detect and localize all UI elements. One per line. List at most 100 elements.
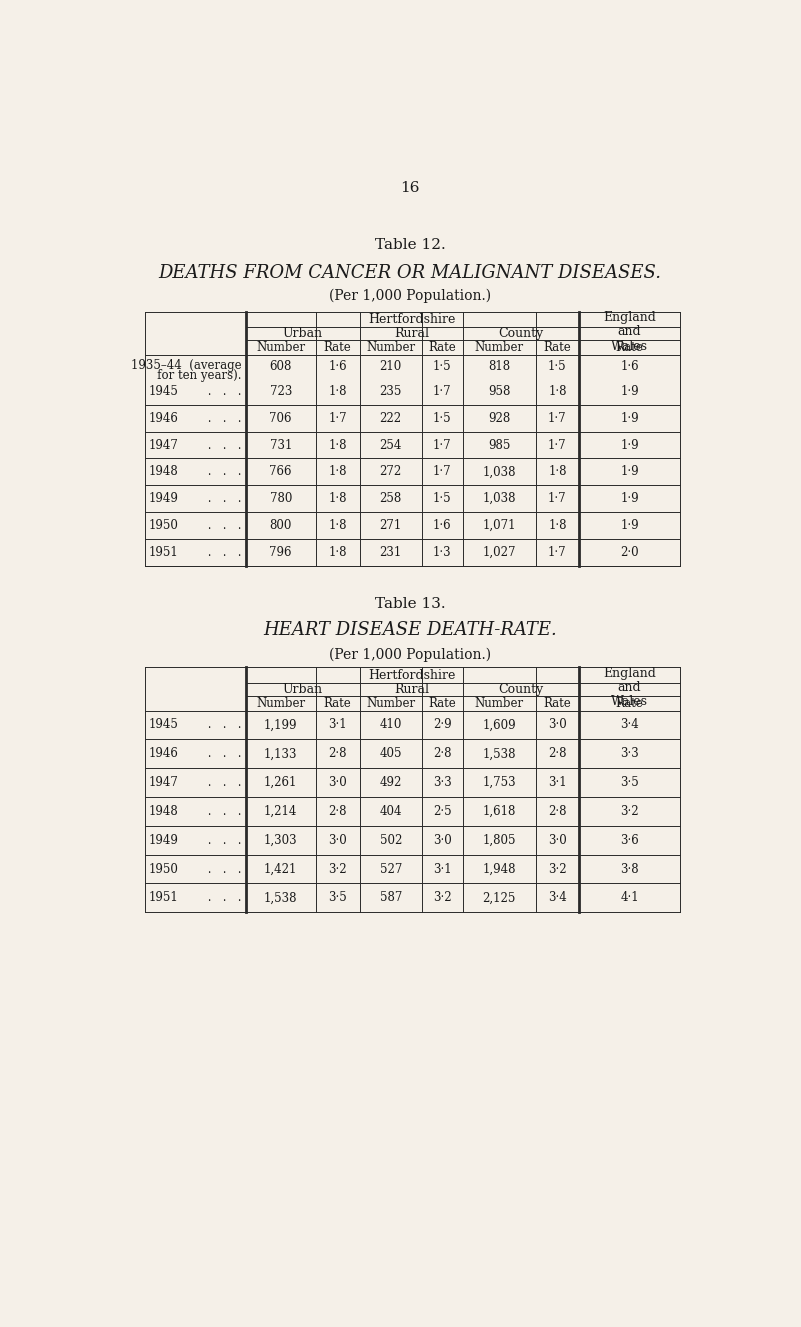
Text: Rate: Rate xyxy=(429,697,456,710)
Text: (Per 1,000 Population.): (Per 1,000 Population.) xyxy=(329,648,491,662)
Text: 1·7: 1·7 xyxy=(433,385,452,398)
Text: 231: 231 xyxy=(380,545,402,559)
Text: 1·7: 1·7 xyxy=(548,492,566,506)
Text: 502: 502 xyxy=(380,833,402,847)
Text: 1·3: 1·3 xyxy=(433,545,452,559)
Text: 235: 235 xyxy=(380,385,402,398)
Text: 1,027: 1,027 xyxy=(482,545,516,559)
Text: 1948: 1948 xyxy=(148,466,178,478)
Text: Rate: Rate xyxy=(324,697,352,710)
Text: County: County xyxy=(498,328,544,340)
Text: 1951: 1951 xyxy=(148,892,178,905)
Text: 2·8: 2·8 xyxy=(548,747,566,760)
Text: 2,125: 2,125 xyxy=(482,892,516,905)
Text: County: County xyxy=(498,683,544,695)
Text: 405: 405 xyxy=(380,747,402,760)
Text: 271: 271 xyxy=(380,519,402,532)
Text: and: and xyxy=(618,681,642,694)
Text: 1935–44  (average: 1935–44 (average xyxy=(131,360,241,373)
Text: (Per 1,000 Population.): (Per 1,000 Population.) xyxy=(329,289,491,304)
Text: 766: 766 xyxy=(269,466,292,478)
Text: Table 12.: Table 12. xyxy=(375,239,445,252)
Text: 3·4: 3·4 xyxy=(548,892,567,905)
Text: Rate: Rate xyxy=(544,697,571,710)
Text: 1·7: 1·7 xyxy=(433,438,452,451)
Text: 3·0: 3·0 xyxy=(433,833,452,847)
Text: Rate: Rate xyxy=(616,341,643,354)
Text: .   .   .: . . . xyxy=(203,466,241,478)
Text: 3·1: 3·1 xyxy=(328,718,347,731)
Text: .   .   .: . . . xyxy=(203,545,241,559)
Text: .   .   .: . . . xyxy=(203,492,241,506)
Text: HEART DISEASE DEATH-RATE.: HEART DISEASE DEATH-RATE. xyxy=(264,621,557,640)
Text: .   .   .: . . . xyxy=(203,519,241,532)
Text: 2·8: 2·8 xyxy=(433,747,452,760)
Text: 3·8: 3·8 xyxy=(620,863,638,876)
Text: 492: 492 xyxy=(380,776,402,790)
Text: 1·8: 1·8 xyxy=(328,466,347,478)
Text: 1,753: 1,753 xyxy=(482,776,516,790)
Text: 1949: 1949 xyxy=(148,833,178,847)
Text: 1·8: 1·8 xyxy=(328,438,347,451)
Text: 3·3: 3·3 xyxy=(620,747,639,760)
Text: 1,261: 1,261 xyxy=(264,776,297,790)
Text: 1·7: 1·7 xyxy=(548,545,566,559)
Text: 2·5: 2·5 xyxy=(433,805,452,817)
Text: 1,038: 1,038 xyxy=(482,492,516,506)
Text: Urban: Urban xyxy=(283,328,323,340)
Text: Rate: Rate xyxy=(544,341,571,354)
Text: 1·6: 1·6 xyxy=(620,360,638,373)
Text: Number: Number xyxy=(475,341,524,354)
Text: 1949: 1949 xyxy=(148,492,178,506)
Text: Number: Number xyxy=(256,341,305,354)
Text: 3·1: 3·1 xyxy=(433,863,452,876)
Text: Number: Number xyxy=(475,697,524,710)
Text: 1·9: 1·9 xyxy=(620,385,638,398)
Text: 1948: 1948 xyxy=(148,805,178,817)
Text: England: England xyxy=(603,666,656,679)
Text: .   .   .: . . . xyxy=(203,805,241,817)
Text: 210: 210 xyxy=(380,360,402,373)
Text: 800: 800 xyxy=(269,519,292,532)
Text: 3·2: 3·2 xyxy=(433,892,452,905)
Text: 1947: 1947 xyxy=(148,776,178,790)
Text: 587: 587 xyxy=(380,892,402,905)
Text: 1·7: 1·7 xyxy=(548,411,566,425)
Text: 1945: 1945 xyxy=(148,385,178,398)
Text: 1·9: 1·9 xyxy=(620,466,638,478)
Text: 1951: 1951 xyxy=(148,545,178,559)
Text: 1·8: 1·8 xyxy=(328,385,347,398)
Text: 527: 527 xyxy=(380,863,402,876)
Text: 2·0: 2·0 xyxy=(620,545,638,559)
Text: 958: 958 xyxy=(488,385,510,398)
Text: 1·7: 1·7 xyxy=(328,411,347,425)
Text: 1,948: 1,948 xyxy=(482,863,516,876)
Text: 3·2: 3·2 xyxy=(548,863,566,876)
Text: 4·1: 4·1 xyxy=(620,892,638,905)
Text: 222: 222 xyxy=(380,411,402,425)
Text: 1·8: 1·8 xyxy=(328,545,347,559)
Text: 731: 731 xyxy=(269,438,292,451)
Text: 1950: 1950 xyxy=(148,863,178,876)
Text: .   .   .: . . . xyxy=(203,776,241,790)
Text: 3·4: 3·4 xyxy=(620,718,639,731)
Text: 1·8: 1·8 xyxy=(548,466,566,478)
Text: Hertfordshire: Hertfordshire xyxy=(368,669,456,682)
Text: England: England xyxy=(603,311,656,324)
Text: Rate: Rate xyxy=(429,341,456,354)
Text: .   .   .: . . . xyxy=(203,411,241,425)
Text: 1,609: 1,609 xyxy=(482,718,516,731)
Text: and: and xyxy=(618,325,642,338)
Text: 1·9: 1·9 xyxy=(620,411,638,425)
Text: 3·0: 3·0 xyxy=(548,718,567,731)
Text: 3·3: 3·3 xyxy=(433,776,452,790)
Text: 1,038: 1,038 xyxy=(482,466,516,478)
Text: 16: 16 xyxy=(400,180,420,195)
Text: 706: 706 xyxy=(269,411,292,425)
Text: 2·8: 2·8 xyxy=(328,747,347,760)
Text: 1·7: 1·7 xyxy=(433,466,452,478)
Text: 1946: 1946 xyxy=(148,747,178,760)
Text: 1,133: 1,133 xyxy=(264,747,297,760)
Text: .   .   .: . . . xyxy=(203,892,241,905)
Text: 985: 985 xyxy=(488,438,510,451)
